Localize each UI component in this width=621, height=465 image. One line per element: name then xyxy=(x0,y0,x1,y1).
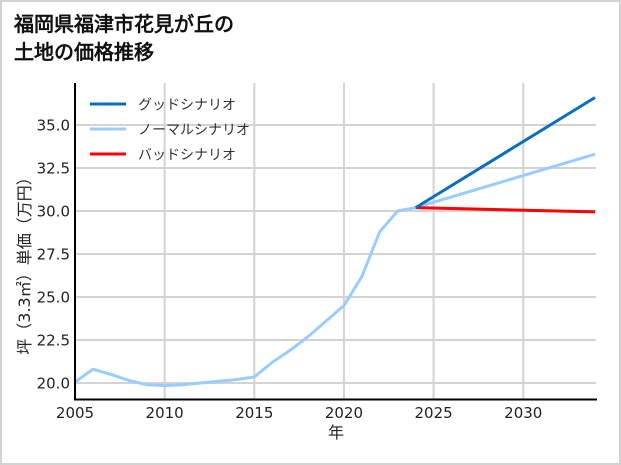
y-tick-label: 35.0 xyxy=(37,117,70,135)
y-tick-labels: 20.0 22.5 25.0 27.5 30.0 32.5 35.0 xyxy=(37,117,70,393)
x-tick-labels: 2005 2010 2015 2020 2025 2030 xyxy=(56,404,542,422)
x-tick-label: 2010 xyxy=(146,404,184,422)
x-tick-label: 2025 xyxy=(415,404,453,422)
y-tick-label: 30.0 xyxy=(37,203,70,221)
x-axis-label: 年 xyxy=(328,423,344,442)
y-tick-label: 27.5 xyxy=(37,246,70,264)
y-axis-label: 坪（3.3㎡）単価（万円） xyxy=(15,169,34,354)
chart-title-line2: 土地の価格推移 xyxy=(14,40,154,64)
y-tick-label: 20.0 xyxy=(37,375,70,393)
legend-label: バッドシナリオ xyxy=(138,148,236,164)
chart-title-line1: 福岡県福津市花見が丘の xyxy=(14,12,234,36)
series-line-0 xyxy=(414,96,596,209)
chart-title: 福岡県福津市花見が丘の 土地の価格推移 xyxy=(14,10,234,66)
x-tick-label: 2015 xyxy=(235,404,273,422)
data-lines xyxy=(74,96,596,388)
x-tick-label: 2020 xyxy=(325,404,363,422)
legend-label: ノーマルシナリオ xyxy=(138,123,250,139)
legend-label: グッドシナリオ xyxy=(138,98,236,114)
y-tick-label: 25.0 xyxy=(37,289,70,307)
y-tick-label: 32.5 xyxy=(37,160,70,178)
y-tick-label: 22.5 xyxy=(37,332,70,350)
series-line-1 xyxy=(74,152,596,388)
axes xyxy=(74,83,597,401)
series-line-2 xyxy=(415,206,596,214)
x-tick-label: 2005 xyxy=(56,404,94,422)
x-tick-label: 2030 xyxy=(504,404,542,422)
